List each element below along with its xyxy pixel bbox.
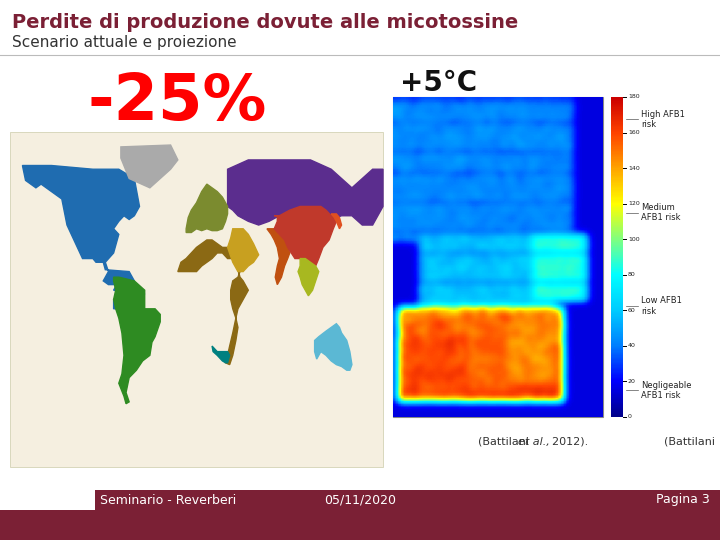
Polygon shape	[298, 259, 319, 296]
Bar	[393, 97, 603, 417]
Polygon shape	[186, 184, 228, 233]
Text: 80: 80	[628, 272, 636, 277]
Text: 05/11/2020: 05/11/2020	[324, 494, 396, 507]
Text: 2012).: 2012).	[545, 437, 588, 447]
Text: Scenario attuale e proiezione: Scenario attuale e proiezione	[12, 35, 237, 50]
Text: Medium
AFB1 risk: Medium AFB1 risk	[641, 203, 680, 222]
Text: 180: 180	[628, 94, 639, 99]
Text: Low AFB1
risk: Low AFB1 risk	[641, 296, 682, 315]
Bar	[0, 490, 95, 510]
Text: 20: 20	[628, 379, 636, 384]
Text: +5°C: +5°C	[400, 69, 477, 97]
Text: Negligeable
AFB1 risk: Negligeable AFB1 risk	[641, 381, 691, 400]
Text: 120: 120	[628, 201, 640, 206]
Text: 140: 140	[628, 166, 640, 171]
Polygon shape	[267, 229, 289, 285]
Polygon shape	[274, 206, 336, 266]
Bar	[5, 57, 388, 477]
Polygon shape	[228, 229, 258, 272]
Text: 0: 0	[628, 415, 632, 420]
Polygon shape	[22, 165, 145, 309]
Text: 40: 40	[628, 343, 636, 348]
Text: 160: 160	[628, 130, 639, 135]
Text: (Battilani: (Battilani	[664, 437, 715, 447]
Bar	[0, 490, 720, 540]
Polygon shape	[212, 346, 230, 363]
Polygon shape	[315, 323, 352, 370]
Polygon shape	[228, 160, 383, 225]
Text: Perdite di produzione dovute alle micotossine: Perdite di produzione dovute alle micoto…	[12, 12, 518, 31]
Text: High AFB1
risk: High AFB1 risk	[641, 110, 685, 129]
Polygon shape	[178, 240, 248, 364]
Bar	[10, 132, 383, 467]
Text: -25%: -25%	[88, 71, 267, 133]
Polygon shape	[114, 277, 161, 404]
Text: Pagina 3: Pagina 3	[656, 494, 710, 507]
Text: et al.,: et al.,	[518, 437, 550, 447]
Text: 100: 100	[628, 237, 639, 242]
Text: Seminario - Reverberi: Seminario - Reverberi	[100, 494, 236, 507]
Polygon shape	[121, 145, 178, 188]
Text: 60: 60	[628, 308, 636, 313]
Polygon shape	[331, 214, 341, 229]
Text: (Battilani: (Battilani	[478, 437, 533, 447]
